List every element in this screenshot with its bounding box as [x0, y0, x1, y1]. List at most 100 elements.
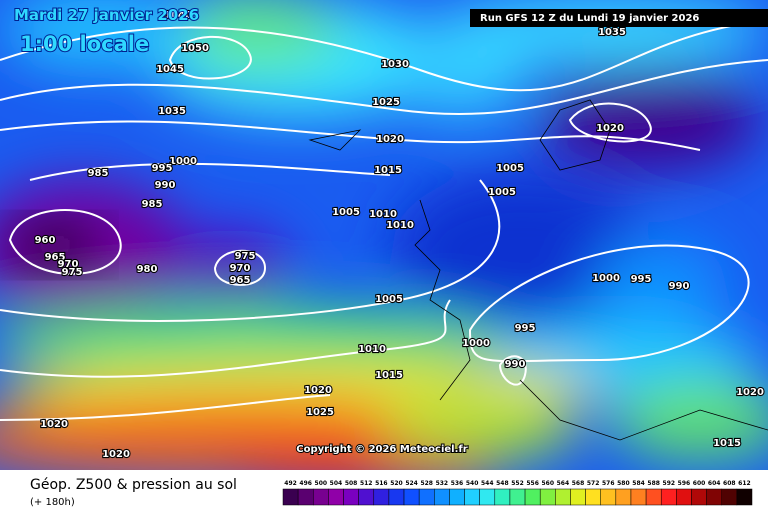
- scale-swatch: [615, 488, 632, 506]
- scale-label: 504: [330, 480, 343, 487]
- scale-label: 496: [299, 480, 312, 487]
- isobar-label: 975: [235, 251, 256, 262]
- isobar-label: 990: [155, 180, 176, 191]
- isobar-label: 1025: [372, 97, 400, 108]
- isobar-label: 1020: [376, 134, 404, 145]
- scale-swatch: [328, 488, 344, 506]
- scale-swatch: [479, 488, 496, 506]
- isobar-label: 1005: [496, 163, 524, 174]
- run-box: [470, 9, 768, 27]
- scale-label: 568: [572, 480, 585, 487]
- scale-label: 520: [390, 480, 403, 487]
- isobar-label: 1050: [181, 43, 209, 54]
- scale-label: 612: [738, 480, 751, 487]
- scale-label: 492: [284, 480, 297, 487]
- legend-title: Géop. Z500 & pression au sol: [30, 477, 237, 493]
- scale-swatch: [585, 488, 601, 506]
- scale-swatch: [388, 488, 405, 506]
- isobar-label: 1000: [462, 338, 490, 349]
- scale-swatch: [691, 488, 707, 506]
- scale-label: 524: [405, 480, 418, 487]
- scale-label: 592: [663, 480, 676, 487]
- scale-label: 552: [511, 480, 524, 487]
- map-background: [0, 0, 768, 490]
- scale-label: 536: [451, 480, 464, 487]
- isobar-label: 1030: [381, 59, 409, 70]
- isobar-label: 1020: [596, 123, 624, 134]
- isobar-label: 1005: [332, 207, 360, 218]
- isobar-label: 1010: [358, 344, 386, 355]
- scale-label: 608: [723, 480, 736, 487]
- scale-label: 516: [375, 480, 388, 487]
- isobar-label: 980: [137, 264, 158, 275]
- isobar-label: 1000: [592, 273, 620, 284]
- isobar-label: 1020: [304, 385, 332, 396]
- scale-swatch: [630, 488, 647, 506]
- scale-swatch: [449, 488, 465, 506]
- isobar-label: 1010: [369, 209, 397, 220]
- isobar-label: 1005: [375, 294, 403, 305]
- scale-label: 500: [315, 480, 328, 487]
- scale-swatch: [539, 488, 556, 506]
- scale-label: 548: [496, 480, 509, 487]
- isobar-label: 995: [631, 274, 652, 285]
- isobar-label: 960: [35, 235, 56, 246]
- scale-label: 596: [678, 480, 691, 487]
- scale-swatch: [555, 488, 571, 506]
- isobar-label: 970: [58, 259, 79, 270]
- isobar-labels: 1040105010451035103010251020101510009959…: [33, 9, 765, 461]
- copyright: Copyright © 2026 Meteociel.fr: [296, 444, 467, 455]
- isobar-label: 1040: [164, 10, 192, 21]
- scale-swatch: [373, 488, 390, 506]
- scale-swatch: [570, 488, 586, 506]
- isobar-label: 1020: [736, 387, 764, 398]
- scale-label: 532: [436, 480, 449, 487]
- isobar-label: 1015: [375, 370, 403, 381]
- scale-label: 580: [617, 480, 630, 487]
- isobar-label: 995: [515, 323, 536, 334]
- isobar-label: 970: [230, 263, 251, 274]
- scale-label: 512: [360, 480, 373, 487]
- scale-swatch: [282, 488, 299, 506]
- isobar-label: 1015: [374, 165, 402, 176]
- scale-label: 604: [708, 480, 721, 487]
- date: Mardi 27 janvier 2026: [14, 6, 199, 24]
- isobar-label: 995: [152, 163, 173, 174]
- scale-label: 588: [647, 480, 660, 487]
- scale-swatch: [494, 488, 511, 506]
- isobar-label: 990: [505, 359, 526, 370]
- scale-label: 564: [557, 480, 570, 487]
- isobar-label: 990: [669, 281, 690, 292]
- isobar-label: 1025: [306, 407, 334, 418]
- scale-label: 556: [526, 480, 539, 487]
- scale-swatch: [403, 488, 420, 506]
- color-scale: 492 496 500 504 508 512 516 520 524 528 532 536 540 5…: [282, 480, 753, 506]
- scale-swatch: [434, 488, 450, 506]
- scale-label: 584: [632, 480, 645, 487]
- isobar-label: 975: [62, 267, 83, 278]
- scale-swatch: [676, 488, 692, 506]
- scale-label: 528: [420, 480, 433, 487]
- isobar-label: 965: [45, 252, 66, 263]
- scale-label: 508: [345, 480, 358, 487]
- isobar-label: 1005: [488, 187, 516, 198]
- isobar-label: 1045: [156, 64, 184, 75]
- scale-swatch: [660, 488, 677, 506]
- isobar-label: 985: [88, 168, 109, 179]
- scale-label: 540: [466, 480, 479, 487]
- scale-swatch: [358, 488, 375, 506]
- scale-swatch: [313, 488, 329, 506]
- scale-swatch: [721, 488, 738, 506]
- scale-swatch: [509, 488, 526, 506]
- scale-swatch: [297, 488, 314, 506]
- isobar-label: 1000: [169, 156, 197, 167]
- scale-swatch: [418, 488, 435, 506]
- scale-swatch: [524, 488, 541, 506]
- isobar-label: 1010: [386, 220, 414, 231]
- time: 1:00 locale: [20, 32, 149, 56]
- scale-swatch: [706, 488, 722, 506]
- isobar-label: 1020: [40, 419, 68, 430]
- isobar-label: 1035: [158, 106, 186, 117]
- scale-label: 600: [693, 480, 706, 487]
- scale-swatch: [600, 488, 617, 506]
